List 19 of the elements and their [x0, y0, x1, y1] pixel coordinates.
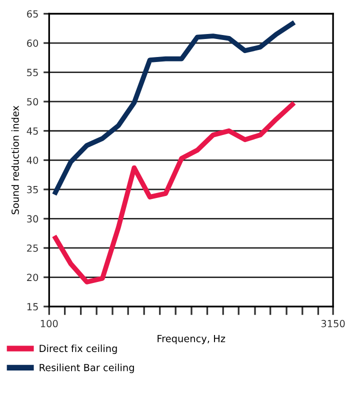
y-tick-label: 30: [27, 215, 38, 223]
y-tick-label: 25: [27, 244, 38, 252]
y-tick-label: 50: [27, 98, 38, 106]
line-series: [53, 21, 295, 195]
y-tick-label: 20: [27, 274, 38, 282]
x-axis-title: Frequency, Hz: [158, 335, 226, 344]
legend-label: Direct fix ceiling: [40, 344, 117, 354]
y-tick-label: 15: [27, 303, 38, 310]
y-tick-label: 35: [27, 186, 38, 194]
legend-label: Resilient Bar ceiling: [40, 364, 134, 374]
line-series: [53, 102, 295, 284]
x-tick-label: 100: [40, 320, 58, 328]
y-tick-label: 60: [27, 40, 38, 47]
y-tick-label: 55: [27, 68, 38, 76]
x-tick-label: 3150: [321, 320, 345, 328]
y-tick-label: 40: [26, 156, 38, 164]
y-axis-title: Sound reduction index: [11, 106, 19, 214]
y-tick-label: 65: [27, 10, 38, 18]
y-tick-label: 45: [26, 127, 38, 135]
